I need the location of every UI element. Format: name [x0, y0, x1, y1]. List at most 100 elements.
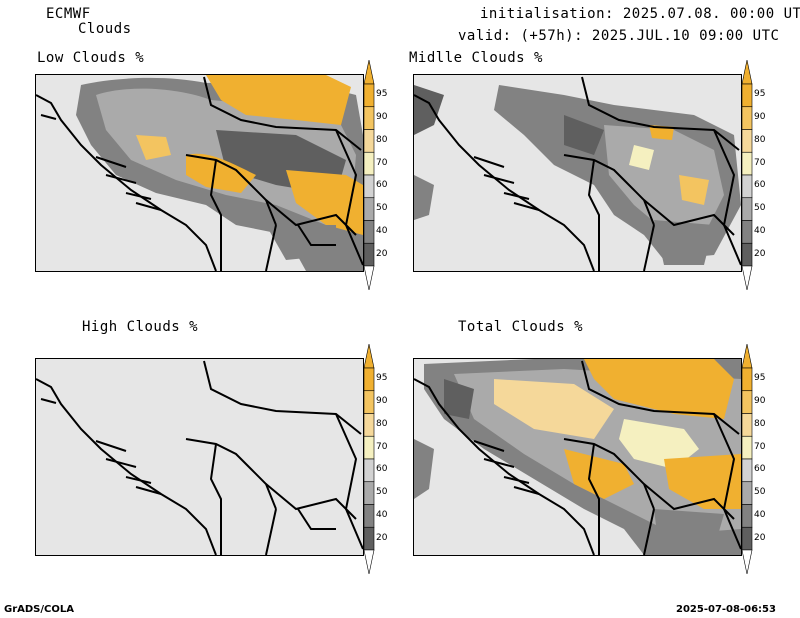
colorbar-level-label: 40 — [376, 225, 388, 236]
colorbar-level-label: 60 — [754, 464, 766, 475]
colorbar-level-label: 95 — [754, 89, 766, 100]
colorbar-level-label: 80 — [754, 134, 766, 145]
total-cloud-shading — [414, 359, 741, 555]
colorbar-block — [363, 197, 375, 221]
colorbar-level-label: 90 — [376, 396, 388, 407]
colorbar-level-label: 20 — [376, 532, 388, 543]
colorbar-level-label: 20 — [754, 532, 766, 543]
footer-timestamp: 2025-07-08-06:53 — [676, 604, 776, 615]
coastline — [414, 378, 595, 555]
product-name: Clouds — [78, 21, 132, 37]
colorbar-graphic — [741, 59, 753, 291]
low-clouds-field — [36, 75, 363, 271]
colorbar-block — [363, 220, 375, 244]
colorbar-level-label: 50 — [376, 203, 388, 214]
colorbar-over-triangle — [741, 59, 753, 85]
country-borders — [185, 76, 363, 271]
high-clouds-field — [36, 360, 363, 555]
colorbar-block — [741, 151, 753, 176]
colorbar-level-label: 50 — [754, 203, 766, 214]
colorbar-level-label: 95 — [754, 373, 766, 384]
middle-clouds-field — [414, 76, 741, 271]
colorbar-level-label: 20 — [376, 248, 388, 259]
colorbar-block — [363, 390, 375, 414]
panel-title-high: High Clouds % — [82, 319, 199, 335]
colorbar-block — [741, 435, 753, 460]
colorbar-level-label: 90 — [376, 112, 388, 123]
colorbar-under-triangle — [363, 265, 375, 291]
colorbar-block — [363, 481, 375, 505]
colorbar-block — [741, 197, 753, 221]
colorbar-block — [741, 481, 753, 505]
colorbar-block — [741, 390, 753, 414]
colorbar-level-label: 90 — [754, 396, 766, 407]
colorbar-total: 95 90 80 70 60 50 40 20 — [741, 343, 772, 575]
colorbar-level-label: 90 — [754, 112, 766, 123]
colorbar-level-label: 50 — [376, 487, 388, 498]
map-panel-high — [35, 358, 364, 556]
coastline — [36, 94, 217, 271]
colorbar-level-label: 60 — [376, 464, 388, 475]
colorbar-block — [363, 367, 375, 392]
colorbar-level-label: 80 — [754, 418, 766, 429]
colorbar-level-label: 40 — [376, 509, 388, 520]
colorbar-over-triangle — [363, 343, 375, 369]
colorbar-over-triangle — [741, 343, 753, 369]
colorbar-block — [363, 413, 375, 437]
colorbar-block — [363, 151, 375, 176]
map-panel-middle — [413, 74, 742, 272]
colorbar-block — [741, 504, 753, 528]
colorbar-block — [741, 413, 753, 437]
country-borders — [185, 360, 363, 555]
map-panel-low — [35, 74, 364, 272]
colorbar-graphic — [363, 343, 375, 575]
panel-title-low: Low Clouds % — [37, 50, 145, 66]
colorbar-level-label: 80 — [376, 418, 388, 429]
coastline — [414, 94, 595, 271]
colorbar-level-label: 20 — [754, 248, 766, 259]
colorbar-middle: 95 90 80 70 60 50 40 20 — [741, 59, 772, 291]
colorbar-level-label: 70 — [754, 157, 766, 168]
colorbar-high: 95 90 80 70 60 50 40 20 — [363, 343, 394, 575]
colorbar-level-label: 70 — [754, 441, 766, 452]
valid-time: valid: (+57h): 2025.JUL.10 09:00 UTC — [458, 28, 780, 44]
colorbar-block — [363, 106, 375, 130]
colorbar-low: 95 90 80 70 60 50 40 20 — [363, 59, 394, 291]
colorbar-block — [741, 83, 753, 108]
colorbar-graphic — [741, 343, 753, 575]
colorbar-level-label: 70 — [376, 441, 388, 452]
colorbar-block — [741, 458, 753, 483]
country-borders — [563, 76, 741, 271]
colorbar-block — [363, 458, 375, 483]
panel-title-middle: Midlle Clouds % — [409, 50, 543, 66]
colorbar-over-triangle — [363, 59, 375, 85]
colorbar-block — [741, 174, 753, 199]
colorbar-level-label: 70 — [376, 157, 388, 168]
colorbar-level-label: 95 — [376, 373, 388, 384]
colorbar-block — [363, 526, 375, 551]
footer-software: GrADS/COLA — [4, 604, 74, 615]
colorbar-block — [363, 129, 375, 153]
coastline — [36, 378, 217, 555]
colorbar-block — [741, 220, 753, 244]
colorbar-level-label: 95 — [376, 89, 388, 100]
low-cloud-shading — [76, 75, 363, 271]
colorbar-block — [741, 526, 753, 551]
colorbar-block — [741, 106, 753, 130]
initialisation-time: initialisation: 2025.07.08. 00:00 UTC — [480, 6, 800, 22]
colorbar-block — [363, 504, 375, 528]
colorbar-block — [363, 174, 375, 199]
colorbar-level-label: 40 — [754, 509, 766, 520]
model-name: ECMWF — [46, 6, 91, 22]
map-panel-total — [413, 358, 742, 556]
colorbar-level-label: 60 — [754, 180, 766, 191]
total-clouds-field — [414, 359, 741, 555]
colorbar-block — [741, 367, 753, 392]
colorbar-level-label: 50 — [754, 487, 766, 498]
colorbar-under-triangle — [741, 265, 753, 291]
panel-title-total: Total Clouds % — [458, 319, 584, 335]
colorbar-block — [363, 435, 375, 460]
colorbar-level-label: 80 — [376, 134, 388, 145]
colorbar-block — [741, 242, 753, 267]
colorbar-block — [741, 129, 753, 153]
